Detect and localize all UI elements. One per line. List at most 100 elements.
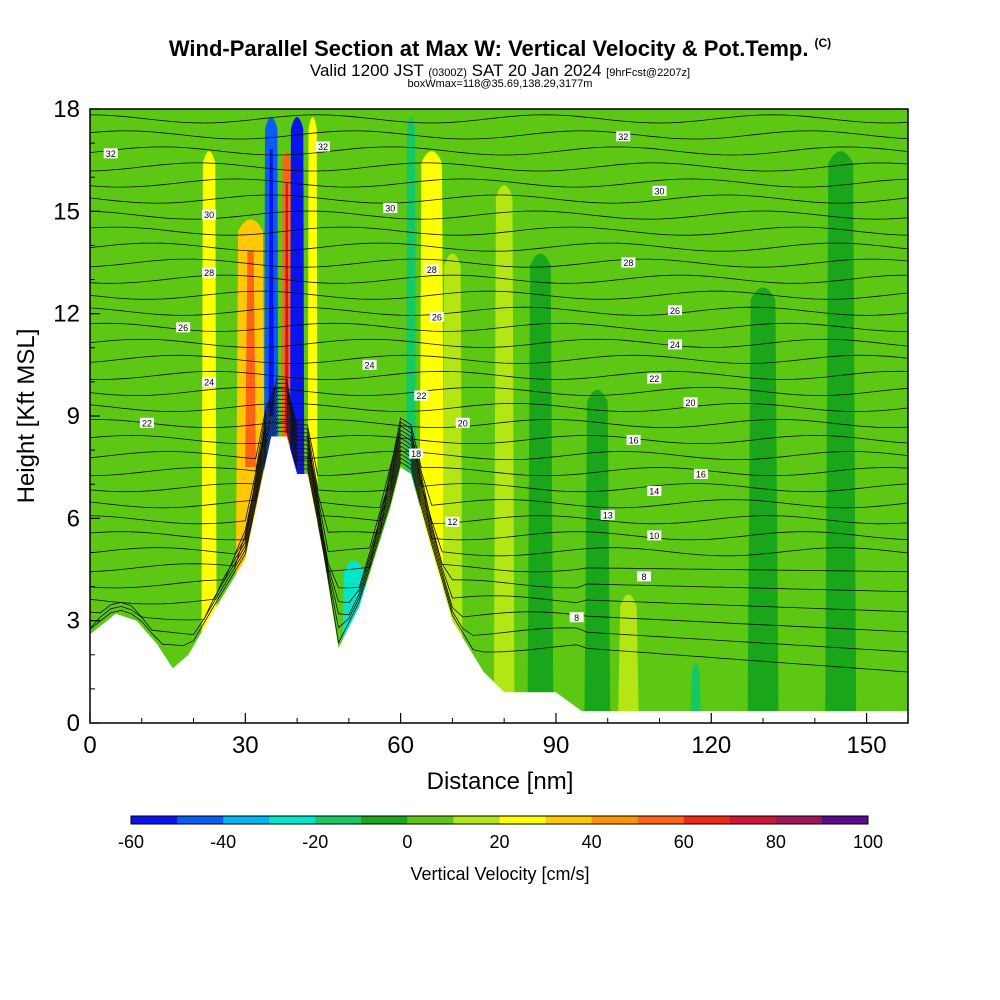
theta-label-bg: [600, 509, 615, 520]
colorbar-tick-label: 20: [489, 832, 509, 852]
velocity-column: [527, 253, 554, 723]
theta-label: 18: [411, 449, 421, 459]
theta-contour: [90, 114, 908, 124]
theta-label-bg: [429, 312, 444, 323]
theta-contour: [90, 338, 908, 348]
theta-label: 30: [204, 210, 214, 220]
y-tick-label: 3: [67, 608, 80, 635]
theta-label: 30: [654, 186, 664, 196]
x-tick-label: 0: [83, 732, 96, 759]
theta-label: 28: [204, 268, 214, 278]
colorbar-label: Vertical Velocity [cm/s]: [410, 864, 589, 884]
theta-label: 10: [649, 531, 659, 541]
theta-label: 16: [696, 469, 706, 479]
x-tick-label: 120: [691, 732, 731, 759]
theta-label: 32: [318, 142, 328, 152]
theta-label: 28: [427, 265, 437, 275]
velocity-column: [690, 662, 701, 723]
theta-label-bg: [616, 131, 631, 142]
theta-label-bg: [647, 486, 662, 497]
theta-contour: [90, 390, 908, 493]
chart-title: Wind-Parallel Section at Max W: Vertical…: [0, 36, 1000, 62]
colorbar-swatch: [499, 816, 547, 824]
colorbar-tick-label: 40: [582, 832, 602, 852]
velocity-column: [825, 151, 857, 723]
theta-label-bg: [569, 612, 584, 623]
theta-label-bg: [647, 373, 662, 384]
theta-label-bg: [202, 267, 217, 278]
valid-utc: (0300Z): [428, 67, 467, 79]
velocity-column: [747, 287, 779, 723]
theta-label: 30: [385, 203, 395, 213]
theta-label-bg: [409, 448, 424, 459]
axes: 0 30 60 90 120 150 0 3 6 9 12 15 18: [53, 96, 886, 759]
x-tick-label: 30: [232, 732, 259, 759]
theta-label-bg: [103, 148, 118, 159]
colorbar-swatch: [729, 816, 777, 824]
theta-label: 22: [416, 391, 426, 401]
theta-label-bg: [362, 359, 377, 370]
velocity-core: [245, 251, 256, 468]
theta-label-bg: [652, 185, 667, 196]
theta-contour: [90, 194, 908, 204]
terrain: [90, 436, 908, 723]
theta-label: 20: [458, 418, 468, 428]
theta-contour: [90, 322, 908, 332]
theta-contour: [90, 210, 908, 220]
colorbar-tick-label: 60: [674, 832, 694, 852]
colorbar-tick-label: 80: [766, 832, 786, 852]
theta-contour: [90, 146, 908, 156]
theta-contour: [90, 178, 908, 188]
velocity-core: [284, 183, 289, 434]
theta-label: 24: [365, 360, 375, 370]
colorbar: -60 -40 -20 0 20 40 60 80 100: [118, 815, 883, 852]
theta-label-bg: [668, 305, 683, 316]
colorbar-tick-label: -20: [302, 832, 328, 852]
x-tick-label: 150: [847, 732, 887, 759]
theta-label-bg: [455, 417, 470, 428]
terrain-fill: [90, 436, 908, 723]
colorbar-swatch: [545, 816, 593, 824]
velocity-column: [584, 389, 611, 723]
theta-label: 16: [629, 435, 639, 445]
theta-contour: [90, 430, 908, 673]
y-tick-label: 6: [67, 505, 80, 532]
theta-contour: [90, 398, 908, 525]
theta-contour: [90, 422, 908, 633]
theta-label: 26: [670, 306, 680, 316]
theta-label-bg: [202, 209, 217, 220]
x-tick-label: 90: [543, 732, 570, 759]
colorbar-swatch: [683, 816, 731, 824]
theta-label: 13: [603, 510, 613, 520]
theta-contour: [90, 290, 908, 300]
colorbar-swatch: [223, 816, 270, 824]
theta-contour: [90, 130, 908, 140]
velocity-column: [618, 594, 639, 723]
y-tick-label: 9: [67, 403, 80, 430]
y-tick-label: 15: [53, 198, 80, 225]
y-tick-label: 18: [53, 96, 80, 123]
theta-label-bg: [202, 376, 217, 387]
theta-label: 32: [106, 149, 116, 159]
colorbar-tick-label: 0: [402, 832, 412, 852]
theta-label-bg: [139, 417, 154, 428]
colorbar-tick-label: 100: [853, 832, 883, 852]
theta-contour: [90, 418, 908, 613]
theta-contour: [90, 378, 908, 445]
x-tick-label: 60: [387, 732, 414, 759]
theta-contour: [90, 274, 908, 284]
colorbar-swatch: [407, 816, 454, 824]
velocity-core: [294, 149, 300, 416]
colorbar-swatch: [361, 816, 408, 824]
theta-label: 26: [178, 323, 188, 333]
theta-contour: [90, 406, 908, 557]
colorbar-swatch: [315, 816, 362, 824]
valid-date: SAT 20 Jan 2024: [471, 61, 602, 80]
theta-contour: [90, 394, 908, 509]
theta-label: 12: [447, 517, 457, 527]
theta-contour: [90, 370, 908, 380]
theta-label: 24: [204, 377, 214, 387]
colorbar-swatch: [131, 816, 178, 824]
theta-contour: [90, 306, 908, 316]
theta-label: 32: [618, 132, 628, 142]
